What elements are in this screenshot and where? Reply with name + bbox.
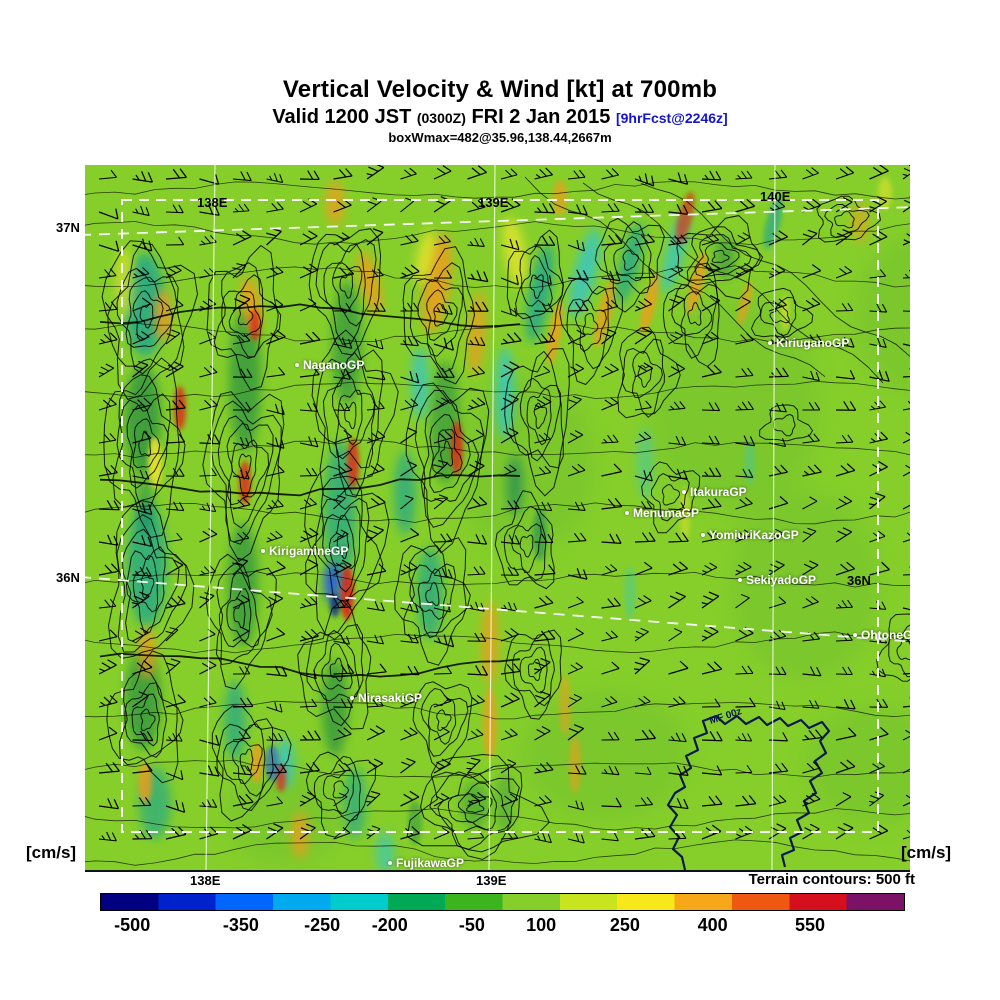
wind-barbs-layer	[98, 165, 910, 844]
contour-lines-layer	[85, 176, 910, 866]
units-label-right: [cm/s]	[901, 843, 952, 862]
colorbar-tick-label: 400	[697, 915, 728, 935]
colorbar-tick-label: 250	[609, 915, 640, 935]
colorbar-tick-label: -500	[114, 915, 151, 935]
lon-label-139e-bottom: 139E	[476, 873, 507, 888]
colorbar-tick-label: -200	[371, 915, 408, 935]
chart-header: Vertical Velocity & Wind [kt] at 700mb V…	[0, 76, 1000, 145]
units-label-left: [cm/s]	[26, 843, 77, 862]
lat-label-36n-left: 36N	[56, 570, 80, 585]
terrain-contour-note: Terrain contours: 500 ft	[748, 871, 915, 888]
colorbar-tick-label: 550	[794, 915, 826, 935]
graticule	[85, 165, 910, 870]
forecast-tag: [9hrFcst@2246z]	[615, 110, 728, 126]
lat-label-37n-left: 37N	[56, 220, 80, 235]
valid-time-line: Valid 1200 JST (0300Z) FRI 2 Jan 2015 [9…	[0, 106, 1000, 129]
chart-title: Vertical Velocity & Wind [kt] at 700mb	[282, 76, 718, 103]
prefecture-boundary	[666, 714, 831, 870]
lon-label-138e-bottom: 138E	[190, 873, 221, 888]
colorbar-tick-label: -350	[222, 915, 259, 935]
map-panel: 138E 139E 140E 36N MF 00z NaganoGP Kiriug…	[85, 165, 910, 872]
vertical-velocity-map	[85, 165, 910, 870]
colorbar-tick-label: -250	[304, 915, 341, 935]
colorbar	[100, 893, 905, 911]
boxwmax-line: boxWmax=482@35.96,138.44,2667m	[388, 130, 612, 145]
colorbar-tick-label: 100	[526, 915, 557, 935]
valid-date: FRI 2 Jan 2015	[471, 106, 611, 128]
colorbar-tick-label: -50	[458, 915, 485, 935]
valid-zulu: (0300Z)	[416, 110, 466, 126]
valid-prefix: Valid 1200 JST	[272, 106, 412, 128]
colorbar-tick-labels: -500 -350 -250 -200 -50 100 250 400 550	[100, 915, 905, 939]
